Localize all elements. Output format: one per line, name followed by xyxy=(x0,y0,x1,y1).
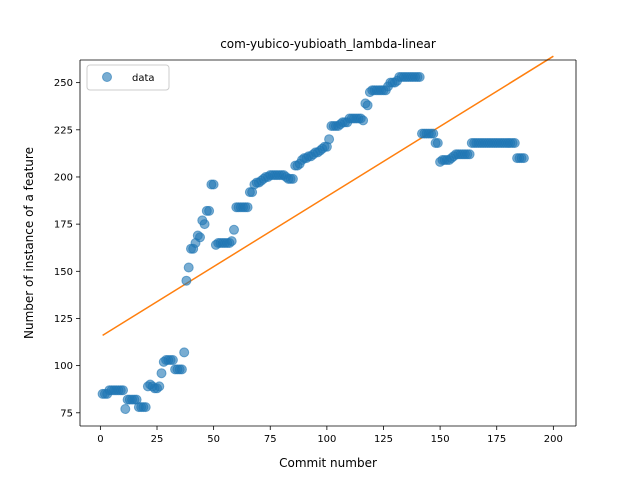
data-point xyxy=(242,202,253,213)
data-point xyxy=(229,224,239,235)
y-tick-label: 125 xyxy=(54,314,73,325)
y-tick-label: 225 xyxy=(54,125,73,136)
legend-box xyxy=(86,64,170,91)
data-point xyxy=(464,149,475,160)
x-tick-label: 50 xyxy=(207,434,220,445)
data-point xyxy=(287,173,298,184)
x-axis-label: Commit number xyxy=(279,456,377,470)
data-point xyxy=(120,404,131,414)
y-tick-label: 200 xyxy=(54,172,73,183)
data-point xyxy=(195,232,205,243)
data-point xyxy=(167,355,178,365)
y-tick-label: 100 xyxy=(54,361,73,372)
data-point xyxy=(414,72,425,82)
x-tick-label: 100 xyxy=(317,434,336,445)
data-point xyxy=(324,134,335,145)
fit-line xyxy=(102,55,554,337)
data-point xyxy=(362,100,373,111)
y-tick-label: 175 xyxy=(54,220,73,231)
legend-label-data: data xyxy=(132,73,155,84)
y-tick-label: 250 xyxy=(54,78,73,89)
chart-title: com-yubico-yubioath_lambda-linear xyxy=(220,37,436,51)
y-axis: 75 100 125 150 175 200 225 250 xyxy=(54,78,80,419)
data-point xyxy=(208,179,219,190)
x-axis: 0 25 50 75 100 125 150 175 200 xyxy=(97,426,563,445)
legend-marker-data xyxy=(102,72,112,82)
data-point xyxy=(518,153,529,164)
x-tick-label: 0 xyxy=(97,434,103,445)
data-point xyxy=(156,368,167,379)
x-tick-label: 200 xyxy=(544,434,563,445)
data-point xyxy=(183,262,194,273)
data-point xyxy=(181,275,192,286)
x-tick-label: 75 xyxy=(264,434,277,445)
data-point xyxy=(176,364,187,375)
data-point xyxy=(226,236,237,247)
data-point xyxy=(509,138,520,148)
x-tick-label: 175 xyxy=(487,434,506,445)
plot-area xyxy=(79,55,577,427)
y-axis-label: Number of instance of a feature xyxy=(22,147,36,339)
data-point xyxy=(179,347,190,358)
x-tick-label: 150 xyxy=(431,434,450,445)
x-tick-label: 125 xyxy=(374,434,393,445)
data-point xyxy=(140,402,151,413)
data-point xyxy=(154,381,165,392)
legend: data xyxy=(86,64,170,91)
data-point xyxy=(199,219,210,230)
data-point xyxy=(204,205,215,216)
data-point xyxy=(432,138,443,148)
data-point xyxy=(358,115,369,126)
data-point xyxy=(428,128,439,139)
y-tick-label: 150 xyxy=(54,267,73,278)
y-tick-label: 75 xyxy=(60,408,73,419)
data-point xyxy=(118,385,128,396)
x-tick-label: 25 xyxy=(151,434,164,445)
